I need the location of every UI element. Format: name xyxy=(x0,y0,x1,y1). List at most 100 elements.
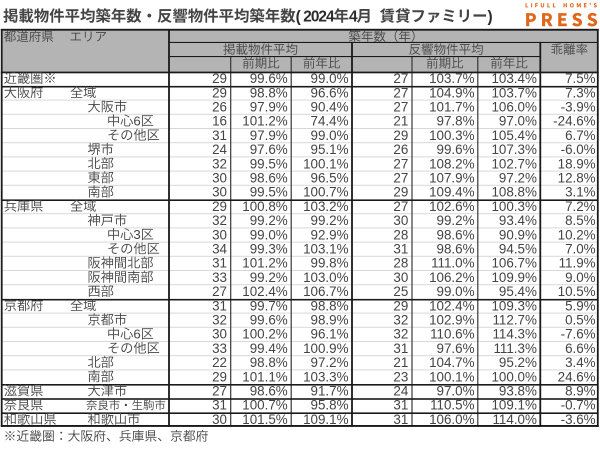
svg-text:9.0%: 9.0% xyxy=(565,270,596,285)
svg-text:107.9%: 107.9% xyxy=(429,171,475,186)
svg-text:99.0%: 99.0% xyxy=(437,284,475,299)
svg-text:33: 33 xyxy=(212,270,227,285)
svg-text:27: 27 xyxy=(393,171,408,186)
svg-text:103.0%: 103.0% xyxy=(303,270,349,285)
svg-text:106.0%: 106.0% xyxy=(429,412,475,427)
svg-text:30: 30 xyxy=(393,213,408,228)
svg-text:30: 30 xyxy=(212,412,227,427)
svg-text:27: 27 xyxy=(393,156,408,171)
svg-text:111.0%: 111.0% xyxy=(431,256,475,271)
svg-text:100.1%: 100.1% xyxy=(303,156,349,171)
svg-text:96.1%: 96.1% xyxy=(311,327,349,342)
svg-text:95.4%: 95.4% xyxy=(499,284,537,299)
svg-text:108.2%: 108.2% xyxy=(429,156,475,171)
svg-text:27: 27 xyxy=(212,384,227,399)
svg-text:114.3%: 114.3% xyxy=(492,327,537,342)
svg-text:29: 29 xyxy=(212,71,227,86)
svg-text:98.8%: 98.8% xyxy=(250,85,288,100)
svg-text:100.2%: 100.2% xyxy=(242,327,288,342)
svg-text:103.7%: 103.7% xyxy=(429,71,475,86)
svg-text:99.2%: 99.2% xyxy=(311,213,349,228)
svg-text:99.8%: 99.8% xyxy=(311,256,349,271)
svg-text:95.1%: 95.1% xyxy=(311,142,349,157)
svg-text:109.9%: 109.9% xyxy=(491,270,537,285)
svg-text:2: 2 xyxy=(303,8,312,25)
svg-text:31: 31 xyxy=(212,128,227,143)
svg-text:8.9%: 8.9% xyxy=(565,384,596,399)
svg-text:24: 24 xyxy=(393,384,408,399)
svg-text:33: 33 xyxy=(212,341,227,356)
svg-text:32: 32 xyxy=(212,156,227,171)
svg-text:101.5%: 101.5% xyxy=(242,412,288,427)
svg-text:31: 31 xyxy=(212,256,227,271)
svg-text:109.3%: 109.3% xyxy=(491,298,537,313)
svg-text:31: 31 xyxy=(212,298,227,313)
svg-text:97.2%: 97.2% xyxy=(311,355,349,370)
svg-text:97.9%: 97.9% xyxy=(250,100,288,115)
svg-text:102.9%: 102.9% xyxy=(429,313,475,328)
svg-text:29: 29 xyxy=(212,199,227,214)
svg-text:106.0%: 106.0% xyxy=(491,100,537,115)
svg-text:99.5%: 99.5% xyxy=(250,156,288,171)
svg-text:30: 30 xyxy=(393,270,408,285)
svg-text:0.5%: 0.5% xyxy=(565,313,596,328)
svg-text:32: 32 xyxy=(212,213,227,228)
svg-text:-7.6%: -7.6% xyxy=(561,327,596,342)
svg-text:99.3%: 99.3% xyxy=(250,242,288,257)
svg-text:24.6%: 24.6% xyxy=(558,369,596,384)
svg-text:97.8%: 97.8% xyxy=(437,114,475,129)
svg-text:99.0%: 99.0% xyxy=(250,227,288,242)
svg-text:112.7%: 112.7% xyxy=(492,313,537,328)
svg-text:96.6%: 96.6% xyxy=(311,85,349,100)
svg-text:90.4%: 90.4% xyxy=(311,100,349,115)
svg-text:30: 30 xyxy=(212,327,227,342)
svg-text:30: 30 xyxy=(212,185,227,200)
svg-text:114.0%: 114.0% xyxy=(492,412,537,427)
svg-text:99.2%: 99.2% xyxy=(437,213,475,228)
svg-text:93.4%: 93.4% xyxy=(499,213,537,228)
svg-text:103.1%: 103.1% xyxy=(303,242,349,257)
svg-text:18.9%: 18.9% xyxy=(558,156,596,171)
svg-text:6: 6 xyxy=(133,327,140,342)
svg-text:): ) xyxy=(487,8,492,25)
svg-text:99.6%: 99.6% xyxy=(437,142,475,157)
svg-text:3.4%: 3.4% xyxy=(565,355,596,370)
svg-text:102.4%: 102.4% xyxy=(242,284,288,299)
svg-text:90.9%: 90.9% xyxy=(499,227,537,242)
svg-text:29: 29 xyxy=(393,128,408,143)
svg-text:101.2%: 101.2% xyxy=(242,114,288,129)
svg-text:27: 27 xyxy=(393,199,408,214)
svg-text:99.4%: 99.4% xyxy=(250,341,288,356)
svg-text:11.9%: 11.9% xyxy=(559,256,596,271)
svg-text:27: 27 xyxy=(393,71,408,86)
svg-text:97.0%: 97.0% xyxy=(499,114,537,129)
svg-text:101.2%: 101.2% xyxy=(242,256,288,271)
svg-text:101.1%: 101.1% xyxy=(242,369,288,384)
svg-text:24: 24 xyxy=(212,142,227,157)
svg-text:23: 23 xyxy=(393,369,408,384)
svg-text:99.5%: 99.5% xyxy=(250,185,288,200)
svg-text:98.8%: 98.8% xyxy=(311,298,349,313)
svg-text:-3.9%: -3.9% xyxy=(561,100,596,115)
svg-text:31: 31 xyxy=(393,412,408,427)
svg-text:(: ( xyxy=(296,8,302,25)
svg-text:94.5%: 94.5% xyxy=(499,242,537,257)
svg-text:7.2%: 7.2% xyxy=(565,199,596,214)
svg-text:102.7%: 102.7% xyxy=(491,156,537,171)
svg-text:103.4%: 103.4% xyxy=(491,71,537,86)
svg-text:30: 30 xyxy=(212,227,227,242)
svg-text:96.5%: 96.5% xyxy=(311,171,349,186)
svg-text:-3.6%: -3.6% xyxy=(561,412,596,427)
svg-text:98.6%: 98.6% xyxy=(250,384,288,399)
svg-text:29: 29 xyxy=(212,369,227,384)
svg-text:101.7%: 101.7% xyxy=(429,100,475,115)
svg-text:106.7%: 106.7% xyxy=(491,256,537,271)
svg-text:29: 29 xyxy=(393,185,408,200)
svg-text:2: 2 xyxy=(318,8,327,25)
svg-text:7.3%: 7.3% xyxy=(565,85,596,100)
svg-text:3: 3 xyxy=(133,227,140,242)
svg-text:99.0%: 99.0% xyxy=(311,128,349,143)
svg-text:16: 16 xyxy=(212,114,227,129)
svg-text:100.1%: 100.1% xyxy=(429,369,475,384)
svg-text:-0.7%: -0.7% xyxy=(561,398,596,413)
